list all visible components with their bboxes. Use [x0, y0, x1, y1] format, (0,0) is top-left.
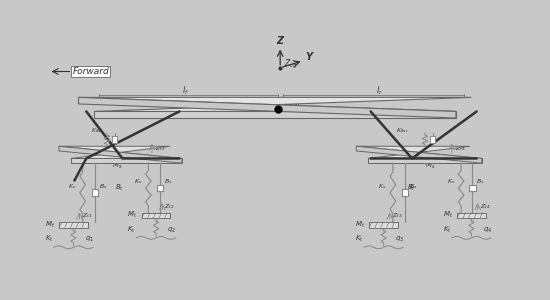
Bar — [457, 213, 486, 218]
Polygon shape — [356, 146, 482, 158]
Text: $\leftarrow\varphi$: $\leftarrow\varphi$ — [284, 100, 300, 111]
Text: $K_t$: $K_t$ — [128, 224, 136, 235]
Text: $M_s$: $M_s$ — [112, 161, 123, 171]
Bar — [112, 136, 117, 143]
Text: $B_t$: $B_t$ — [115, 183, 124, 193]
Bar — [59, 222, 87, 227]
Text: $B_s$: $B_s$ — [164, 177, 172, 186]
Bar — [157, 185, 163, 191]
Bar — [469, 185, 476, 191]
Text: $Z_{cg}$: $Z_{cg}$ — [284, 58, 298, 71]
Polygon shape — [368, 158, 482, 163]
Polygon shape — [59, 146, 182, 158]
Text: Forward: Forward — [73, 67, 109, 76]
Polygon shape — [79, 98, 471, 112]
Text: $K_t$: $K_t$ — [355, 234, 364, 244]
Text: Z: Z — [276, 36, 283, 46]
Text: $Z_{t1}$: $Z_{t1}$ — [81, 211, 92, 220]
Text: $q_4$: $q_4$ — [483, 225, 492, 235]
Bar — [370, 222, 398, 227]
Text: $q_2$: $q_2$ — [167, 225, 177, 235]
Text: $K_{\delta sr}$: $K_{\delta sr}$ — [397, 126, 410, 135]
Polygon shape — [71, 158, 182, 163]
Text: $B_s$: $B_s$ — [476, 177, 485, 186]
Text: $K_s$: $K_s$ — [447, 177, 455, 186]
Text: $M_t$: $M_t$ — [128, 210, 138, 220]
Text: $B_s$: $B_s$ — [409, 182, 417, 191]
Text: $K_{\delta sl}$: $K_{\delta sl}$ — [91, 126, 104, 135]
Text: $l_f$: $l_f$ — [182, 84, 189, 97]
Text: $l_r$: $l_r$ — [376, 84, 383, 97]
Text: $K_s$: $K_s$ — [134, 177, 142, 186]
Polygon shape — [79, 98, 456, 118]
Text: $K_s$: $K_s$ — [378, 182, 387, 191]
Text: $B_t$: $B_t$ — [407, 183, 416, 193]
Text: $l_p$: $l_p$ — [271, 109, 279, 122]
Text: Y: Y — [305, 52, 312, 62]
Text: $\theta$: $\theta$ — [260, 107, 266, 118]
Polygon shape — [59, 146, 182, 163]
Text: $Z_{t4}$: $Z_{t4}$ — [480, 202, 491, 211]
Text: $M_t$: $M_t$ — [355, 220, 365, 230]
Bar — [430, 136, 435, 143]
Text: $Z_{t2}$: $Z_{t2}$ — [164, 202, 175, 211]
Text: $K_s$: $K_s$ — [68, 182, 76, 191]
Text: $K_t$: $K_t$ — [443, 224, 452, 235]
Text: $q_1$: $q_1$ — [85, 235, 94, 244]
Text: X: X — [174, 102, 180, 111]
Text: $B_s$: $B_s$ — [98, 182, 107, 191]
Text: $q_3$: $q_3$ — [395, 235, 404, 244]
Bar — [142, 213, 170, 218]
Bar — [402, 190, 409, 196]
Text: $K_t$: $K_t$ — [45, 234, 53, 244]
Text: $M_b$: $M_b$ — [252, 96, 265, 108]
Bar — [92, 190, 98, 196]
Text: $Z_{t3}$: $Z_{t3}$ — [392, 211, 403, 220]
Text: $l_r$: $l_r$ — [289, 108, 295, 121]
Polygon shape — [356, 146, 482, 163]
Polygon shape — [94, 112, 456, 118]
Text: $Z_{t4}$: $Z_{t4}$ — [455, 144, 465, 153]
Text: $Z_{t2}$: $Z_{t2}$ — [155, 144, 166, 153]
Text: $M_t$: $M_t$ — [443, 210, 453, 220]
Text: $M_s$: $M_s$ — [425, 161, 436, 171]
Text: $M_t$: $M_t$ — [45, 220, 55, 230]
